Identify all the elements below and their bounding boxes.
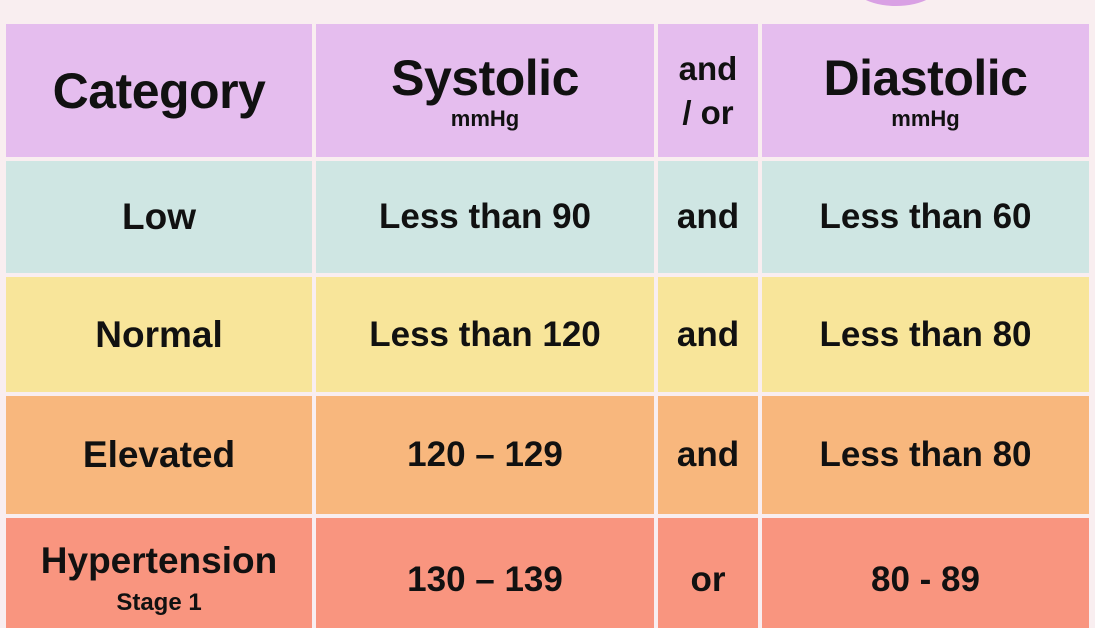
table-row-elevated-systolic: 120 – 129	[316, 396, 654, 514]
blood-pressure-table: Category Systolic mmHg and / or Diastoli…	[6, 24, 1089, 628]
diastolic-value: Less than 60	[819, 197, 1032, 236]
table-row-elevated-diastolic: Less than 80	[762, 396, 1089, 514]
header-systolic: Systolic	[391, 49, 579, 106]
category-label: Elevated	[82, 434, 236, 475]
category-sublabel: Stage 1	[116, 589, 202, 616]
header-diastolic-cell: Diastolic mmHg	[762, 24, 1089, 157]
conjunction-label: and	[676, 435, 740, 474]
category-label: Low	[122, 196, 196, 237]
table-row-normal-diastolic: Less than 80	[762, 277, 1089, 392]
systolic-value: 130 – 139	[407, 560, 563, 599]
systolic-value: 120 – 129	[407, 435, 563, 474]
header-category: Category	[52, 62, 266, 119]
diastolic-value: Less than 80	[819, 435, 1032, 474]
header-systolic-unit: mmHg	[450, 105, 520, 131]
header-andor-cell: and / or	[658, 24, 758, 157]
header-diastolic: Diastolic	[823, 49, 1028, 106]
category-label: Hypertension	[40, 540, 278, 581]
table-row-normal-category: Normal	[6, 277, 312, 392]
table-row-normal-systolic: Less than 120	[316, 277, 654, 392]
table-row-low-category: Low	[6, 161, 312, 273]
table-row-stage1-diastolic: 80 - 89	[762, 518, 1089, 628]
conjunction-label: and	[676, 197, 740, 236]
conjunction-label: or	[690, 560, 726, 599]
category-label: Normal	[95, 313, 223, 355]
table-row-low-systolic: Less than 90	[316, 161, 654, 273]
systolic-value: Less than 120	[369, 314, 601, 354]
conjunction-label: and	[676, 314, 740, 354]
table-row-normal-conjunction: and	[658, 277, 758, 392]
header-andor-line2: / or	[682, 93, 734, 131]
table-row-low-diastolic: Less than 60	[762, 161, 1089, 273]
systolic-value: Less than 90	[378, 197, 592, 236]
diastolic-value: 80 - 89	[871, 560, 980, 599]
diastolic-value: Less than 80	[819, 314, 1032, 354]
header-andor-line1: and	[678, 49, 738, 87]
table-row-elevated-conjunction: and	[658, 396, 758, 514]
header-category-cell: Category	[6, 24, 312, 157]
table-row-stage1-conjunction: or	[658, 518, 758, 628]
decorative-circle	[848, 0, 944, 6]
table-row-elevated-category: Elevated	[6, 396, 312, 514]
header-systolic-cell: Systolic mmHg	[316, 24, 654, 157]
table-row-stage1-systolic: 130 – 139	[316, 518, 654, 628]
table-row-low-conjunction: and	[658, 161, 758, 273]
table-row-stage1-category: Hypertension Stage 1	[6, 518, 312, 628]
header-diastolic-unit: mmHg	[891, 105, 960, 131]
